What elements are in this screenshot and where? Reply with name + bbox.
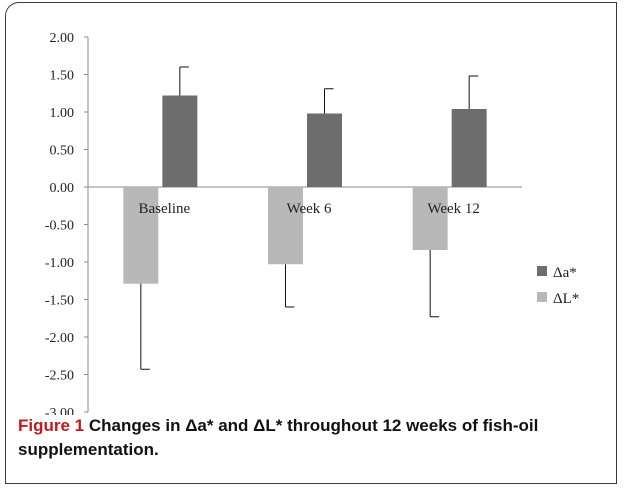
y-tick-label: -3.00 xyxy=(45,406,74,415)
y-tick-label: 0.00 xyxy=(50,181,75,196)
caption-text: Changes in Δa* and ΔL* throughout 12 wee… xyxy=(18,416,539,459)
y-tick-label: 2.00 xyxy=(50,31,75,46)
figure-caption: Figure 1 Changes in Δa* and ΔL* througho… xyxy=(18,414,608,462)
category-label: Baseline xyxy=(139,201,191,217)
y-tick-label: 0.50 xyxy=(50,144,75,159)
bar-delta-a xyxy=(162,95,198,187)
y-tick-label: -2.00 xyxy=(45,331,74,346)
bar-delta-l xyxy=(123,187,159,284)
category-label: Week 12 xyxy=(427,201,480,217)
figure-label: Figure 1 xyxy=(18,416,85,435)
y-tick-label: -2.50 xyxy=(45,369,74,384)
bar-chart: 2.00 1.50 1.00 0.50 0.00 -0.50 -1.00 -1.50 -2.00… xyxy=(45,31,579,415)
y-tick-label: 1.50 xyxy=(50,69,75,84)
figure-frame xyxy=(5,2,617,484)
bar-delta-l xyxy=(412,187,448,250)
bar-delta-a xyxy=(307,113,342,187)
bar-delta-l xyxy=(268,187,303,265)
legend-label: ΔL* xyxy=(553,291,579,307)
y-tick-label: -1.00 xyxy=(45,256,74,271)
y-tick-label: 1.00 xyxy=(50,106,75,121)
category-label: Week 6 xyxy=(286,201,332,217)
y-tick-label: -1.50 xyxy=(45,294,74,309)
legend-swatch xyxy=(537,292,547,302)
legend-label: Δa* xyxy=(553,265,577,281)
legend-swatch xyxy=(537,266,547,276)
y-tick-label: -0.50 xyxy=(45,219,74,234)
bar-delta-a xyxy=(451,109,487,187)
